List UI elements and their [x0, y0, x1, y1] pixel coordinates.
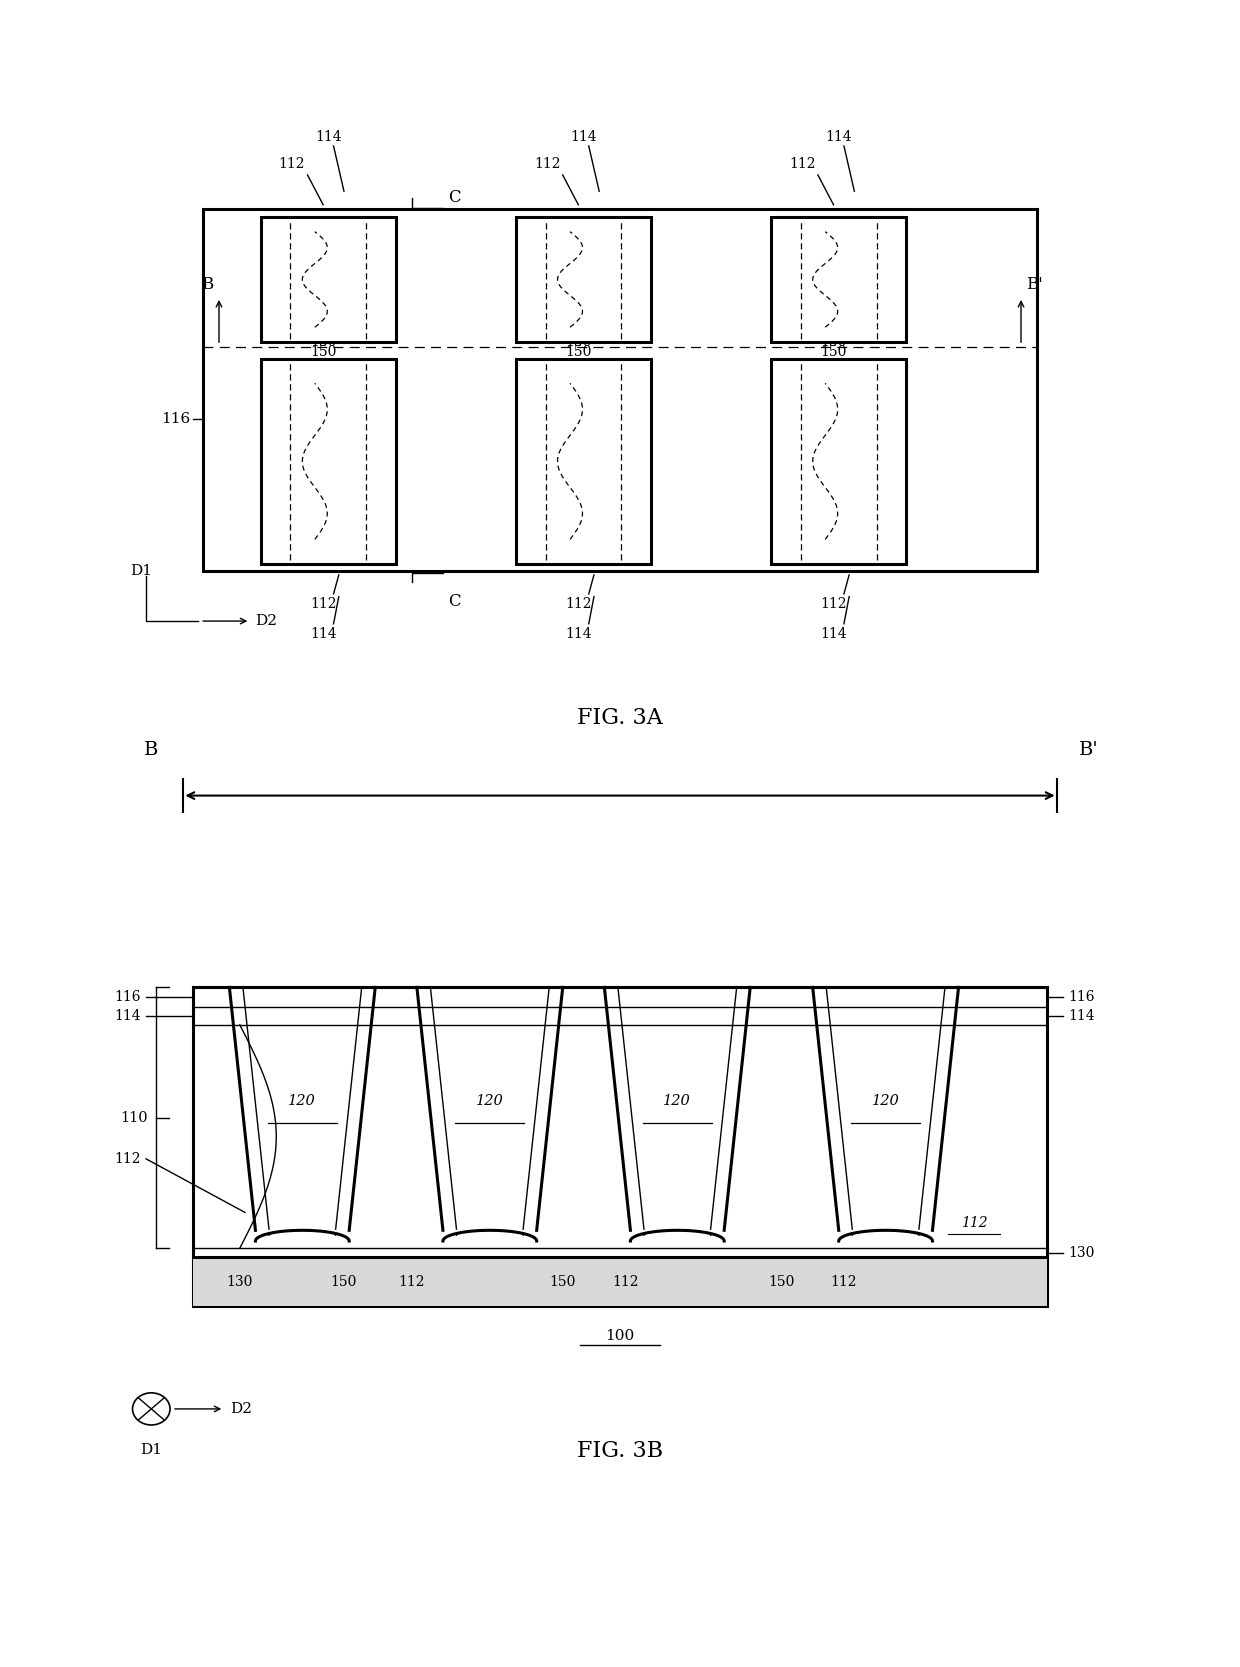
Text: 116: 116: [114, 990, 141, 1004]
Text: C: C: [448, 593, 461, 610]
Text: 114: 114: [820, 627, 847, 642]
Text: 114: 114: [570, 130, 596, 143]
Text: 114: 114: [826, 130, 852, 143]
Bar: [516, 217, 651, 342]
Text: 150: 150: [310, 345, 336, 358]
Text: FIG. 3B: FIG. 3B: [577, 1440, 663, 1462]
Text: 112: 112: [310, 597, 336, 610]
Bar: [203, 210, 1037, 572]
Text: 150: 150: [310, 335, 336, 348]
Text: 150: 150: [565, 345, 591, 358]
Bar: [260, 217, 396, 342]
Text: 150: 150: [769, 1275, 795, 1289]
Bar: [771, 358, 906, 563]
Text: D2: D2: [255, 613, 278, 628]
Text: B': B': [1079, 742, 1099, 760]
Text: 120: 120: [663, 1094, 691, 1109]
Text: 116: 116: [1068, 990, 1095, 1004]
Text: 112: 112: [398, 1275, 425, 1289]
Bar: [193, 987, 1047, 1307]
Text: 112: 112: [114, 1152, 141, 1165]
Bar: [193, 1257, 1047, 1307]
Text: 150: 150: [549, 1275, 575, 1289]
Text: 150: 150: [565, 335, 591, 348]
Text: 114: 114: [315, 130, 342, 143]
Text: 150: 150: [821, 335, 847, 348]
Text: 114: 114: [1068, 1009, 1095, 1024]
Text: 112: 112: [821, 597, 847, 610]
Text: 120: 120: [289, 1094, 316, 1109]
Text: C: C: [448, 188, 461, 205]
Text: B: B: [202, 275, 213, 293]
Text: 112: 112: [789, 157, 816, 172]
Text: 120: 120: [872, 1094, 899, 1109]
Text: 114: 114: [114, 1009, 141, 1024]
Text: 110: 110: [120, 1110, 148, 1125]
Text: 150: 150: [821, 345, 847, 358]
Text: 112: 112: [279, 157, 305, 172]
Text: 112: 112: [961, 1217, 987, 1230]
Text: B: B: [144, 742, 159, 760]
Text: D1: D1: [130, 565, 153, 578]
Text: D2: D2: [231, 1402, 253, 1415]
Text: D1: D1: [140, 1444, 162, 1457]
Text: 100: 100: [605, 1329, 635, 1342]
Bar: [516, 358, 651, 563]
Text: 114: 114: [565, 627, 591, 642]
Text: B': B': [1027, 275, 1043, 293]
Text: 130: 130: [227, 1275, 253, 1289]
Text: 150: 150: [331, 1275, 357, 1289]
Text: 120: 120: [476, 1094, 503, 1109]
Bar: [260, 358, 396, 563]
Text: 114: 114: [310, 627, 336, 642]
Text: 112: 112: [831, 1275, 857, 1289]
Bar: [771, 217, 906, 342]
Text: 112: 112: [565, 597, 591, 610]
Text: FIG. 3A: FIG. 3A: [577, 707, 663, 728]
Text: 112: 112: [613, 1275, 639, 1289]
Text: 130: 130: [1068, 1245, 1094, 1260]
Text: 112: 112: [534, 157, 560, 172]
Text: 116: 116: [161, 412, 191, 427]
